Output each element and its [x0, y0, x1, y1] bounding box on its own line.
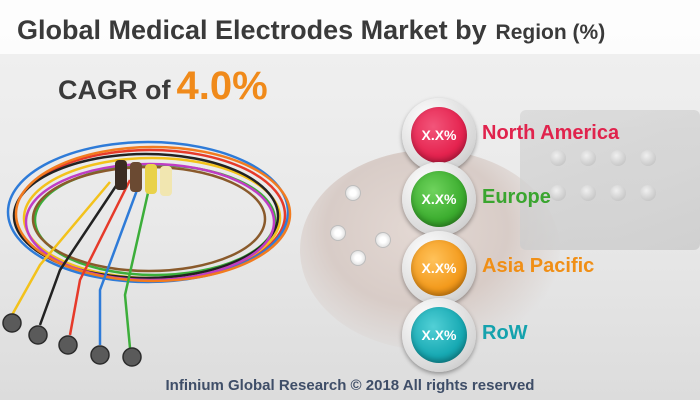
badge-circle: X.X%: [402, 298, 476, 372]
lead-wire: [68, 179, 132, 336]
lead-wire: [98, 181, 142, 345]
snap-electrode: [58, 335, 78, 355]
region-value-badge: X.X%: [411, 307, 467, 363]
electrode-pad: [350, 250, 366, 266]
electrode-pad: [375, 232, 391, 248]
cagr-headline: CAGR of 4.0%: [58, 64, 268, 109]
region-label: North America: [482, 122, 620, 144]
electrode-pad: [345, 185, 361, 201]
device-knob: [610, 185, 626, 201]
cagr-value: 4.0%: [176, 64, 268, 108]
badge-circle: X.X%: [402, 98, 476, 172]
connector-group: [115, 160, 172, 196]
badge-circle: X.X%: [402, 162, 476, 236]
footer-copyright: Infinium Global Research © 2018 All righ…: [165, 377, 535, 394]
electrode-pad: [330, 225, 346, 241]
region-label: Asia Pacific: [482, 255, 595, 277]
wire-loop: [12, 152, 280, 280]
lead-wire: [10, 181, 111, 316]
cagr-label: CAGR of: [58, 75, 171, 105]
device-knob: [550, 185, 566, 201]
connector: [115, 160, 127, 190]
connector: [130, 162, 142, 192]
region-label: RoW: [482, 322, 528, 344]
device-knob: [580, 185, 596, 201]
device-knob: [640, 150, 656, 166]
connector: [160, 166, 172, 196]
lead-wire: [123, 183, 152, 349]
region-value-badge: X.X%: [411, 107, 467, 163]
region-label: Europe: [482, 186, 551, 208]
snap-electrode: [2, 313, 22, 333]
page-title: Global Medical Electrodes Market by Regi…: [17, 10, 605, 47]
title-main: Global Medical Electrodes Market by: [17, 15, 487, 45]
badge-circle: X.X%: [402, 231, 476, 305]
lead-wire: [38, 179, 122, 326]
electrode-lead-wires-illustration: [2, 140, 292, 367]
snap-electrode: [122, 347, 142, 367]
region-value-badge: X.X%: [411, 171, 467, 227]
device-knob: [550, 150, 566, 166]
region-value-badge: X.X%: [411, 240, 467, 296]
background-device: [520, 110, 700, 250]
title-sub: Region (%): [495, 21, 606, 44]
device-knob: [580, 150, 596, 166]
title-band: [0, 0, 700, 54]
wire-loop: [14, 145, 292, 283]
snap-electrode: [90, 345, 110, 365]
device-knob: [610, 150, 626, 166]
snap-electrode: [28, 325, 48, 345]
device-knob: [640, 185, 656, 201]
connector: [145, 164, 157, 194]
